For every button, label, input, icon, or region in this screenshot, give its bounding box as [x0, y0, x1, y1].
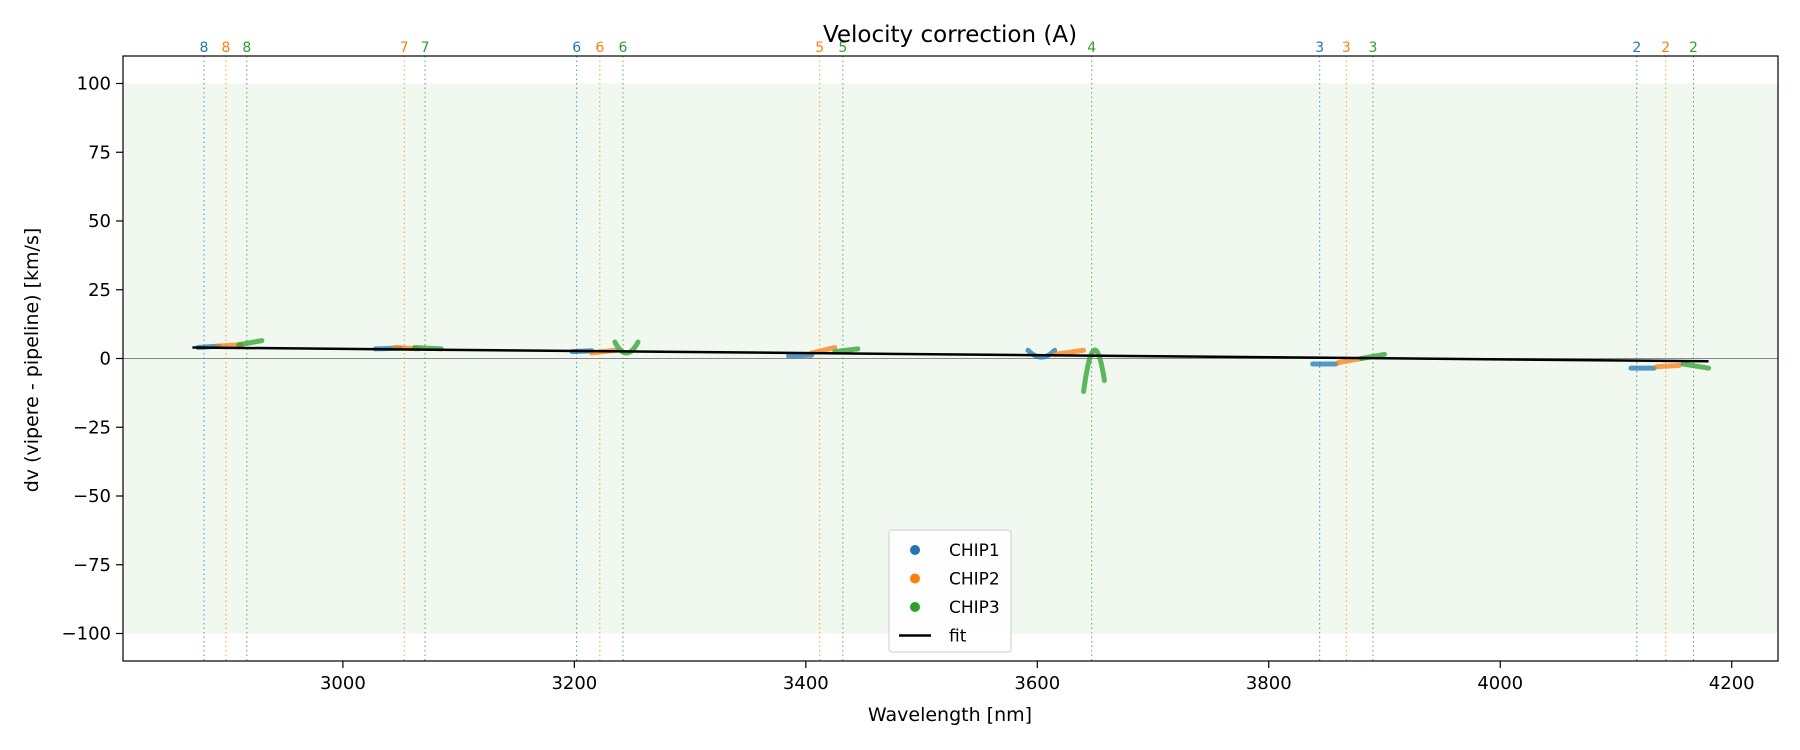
order-marker-label: 6	[595, 40, 604, 56]
data-segment-chip3	[832, 346, 861, 355]
order-marker-label: 8	[200, 40, 209, 56]
order-marker-label: 6	[572, 40, 581, 56]
order-marker-label: 8	[222, 40, 231, 56]
order-marker-label: 2	[1632, 40, 1641, 56]
y-tick-label: 50	[88, 211, 111, 232]
data-segment-chip2	[1052, 347, 1087, 357]
order-marker-label: 8	[242, 40, 251, 56]
fit-line-group	[192, 346, 1709, 363]
x-tick-label: 4000	[1477, 673, 1523, 694]
x-tick-label: 3800	[1246, 673, 1292, 694]
y-axis-ticks: 100 75 50 25 0 −25 −50 −75 −100	[62, 74, 123, 645]
data-segment-chip1	[786, 352, 815, 359]
order-marker-label: 2	[1661, 40, 1670, 56]
x-tick-label: 3600	[1014, 673, 1060, 694]
y-axis-label: dv (vipere - pipeline) [km/s]	[21, 228, 43, 493]
order-marker-label: 7	[400, 40, 409, 56]
order-marker-label: 5	[838, 40, 847, 56]
order-marker-label: 7	[421, 40, 430, 56]
y-tick-label: −50	[73, 486, 111, 507]
data-segment-chip3	[236, 338, 265, 348]
data-segment-chip3	[1680, 361, 1712, 371]
chart-title: Velocity correction (A)	[823, 22, 1077, 48]
series-chip3	[236, 338, 1712, 394]
x-tick-label: 3400	[783, 673, 829, 694]
legend-label-chip1: CHIP1	[949, 541, 1000, 561]
order-marker-label: 6	[619, 40, 628, 56]
legend: CHIP1 CHIP2 CHIP3 fit	[888, 529, 1012, 653]
y-tick-label: −100	[62, 624, 111, 645]
x-axis-ticks: 3000 3200 3400 3600 3800 4000 4200	[320, 661, 1755, 694]
legend-marker-chip1	[910, 545, 920, 555]
order-marker-label: 3	[1368, 40, 1377, 56]
legend-marker-chip2	[910, 573, 920, 584]
y-tick-label: 100	[77, 74, 111, 95]
fit-line	[192, 346, 1709, 363]
x-tick-label: 3200	[551, 673, 597, 694]
x-axis-label: Wavelength [nm]	[868, 704, 1032, 726]
data-segment-chip3	[612, 339, 641, 356]
order-marker-label: 3	[1342, 40, 1351, 56]
data-segment-chip3	[1081, 347, 1107, 394]
legend-label-chip2: CHIP2	[949, 570, 1000, 590]
data-segment-chip2	[1654, 362, 1683, 370]
legend-label-chip3: CHIP3	[949, 598, 1000, 618]
legend-box	[888, 529, 1012, 653]
legend-label-fit: fit	[949, 627, 967, 647]
y-tick-label: 0	[100, 349, 111, 370]
x-tick-label: 3000	[320, 673, 366, 694]
y-tick-label: 25	[88, 280, 111, 301]
order-marker-label: 5	[815, 40, 824, 56]
order-marker-label: 3	[1315, 40, 1324, 56]
y-tick-label: −25	[73, 417, 111, 438]
x-tick-label: 4200	[1709, 673, 1755, 694]
order-marker-label: 4	[1087, 40, 1096, 56]
order-marker-label: 2	[1689, 40, 1698, 56]
y-tick-label: −75	[73, 555, 111, 576]
y-tick-label: 75	[88, 142, 111, 163]
legend-marker-chip3	[910, 602, 920, 612]
